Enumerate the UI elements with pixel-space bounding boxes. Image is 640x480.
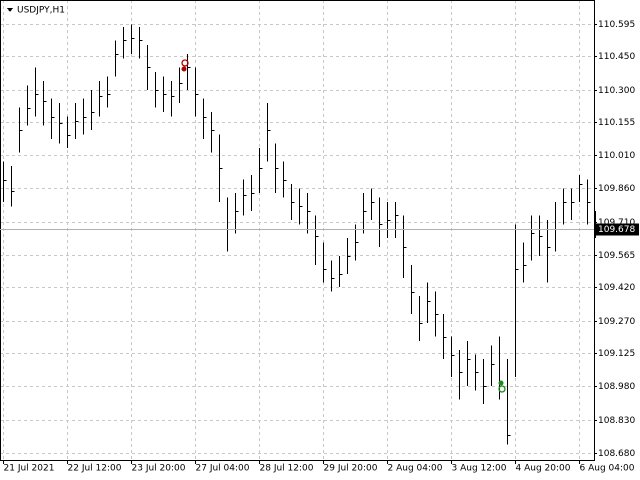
y-tick-label: 110.595	[598, 20, 635, 30]
price-label: 109.678	[598, 225, 635, 235]
chart-title: USDJPY,H1	[17, 6, 65, 16]
x-tick-label: 29 Jul 20:00	[324, 464, 378, 474]
x-tick-label: 2 Aug 04:00	[388, 464, 443, 474]
x-tick-label: 6 Aug 04:00	[580, 464, 635, 474]
buy-arrow	[498, 380, 506, 393]
x-tick-label: 21 Jul 2021	[4, 464, 55, 474]
y-tick-label: 108.830	[598, 416, 635, 426]
price-box	[595, 223, 639, 236]
y-tick-label: 109.565	[598, 251, 635, 261]
x-tick-label: 27 Jul 04:00	[196, 464, 250, 474]
y-tick-label: 110.010	[598, 151, 635, 161]
plot-frame	[0, 0, 595, 461]
sell-arrow	[181, 59, 189, 72]
y-tick-label: 108.980	[598, 382, 635, 392]
x-tick-label: 23 Jul 20:00	[132, 464, 186, 474]
y-tick-label: 109.860	[598, 184, 635, 194]
y-tick-label: 109.710	[598, 218, 635, 228]
x-tick-label: 3 Aug 12:00	[452, 464, 507, 474]
y-tick-label: 110.450	[598, 52, 635, 62]
y-tick-label: 108.680	[598, 449, 635, 459]
y-tick-label: 110.300	[598, 86, 635, 96]
x-tick-label: 22 Jul 12:00	[68, 464, 122, 474]
menu-triangle[interactable]	[7, 8, 13, 12]
y-tick-label: 109.125	[598, 349, 635, 359]
y-tick-label: 110.155	[598, 118, 635, 128]
y-tick-label: 109.270	[598, 317, 635, 327]
y-tick-label: 109.420	[598, 283, 635, 293]
x-tick-label: 4 Aug 20:00	[516, 464, 571, 474]
x-tick-label: 28 Jul 12:00	[260, 464, 314, 474]
